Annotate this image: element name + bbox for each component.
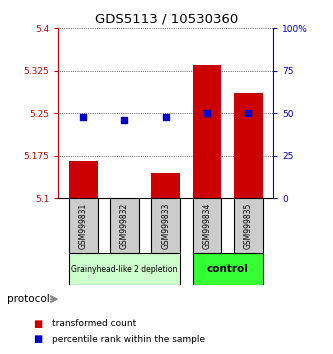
Point [246,110,251,116]
Point [163,114,168,120]
Text: GSM999832: GSM999832 [120,202,129,249]
FancyBboxPatch shape [234,198,263,253]
Point [80,114,86,120]
FancyBboxPatch shape [69,253,180,285]
Text: percentile rank within the sample: percentile rank within the sample [52,335,205,344]
Bar [151,173,180,198]
FancyBboxPatch shape [69,198,98,253]
Text: GSM999831: GSM999831 [79,202,88,249]
Text: transformed count: transformed count [52,319,136,329]
Text: control: control [207,264,248,274]
Text: GDS5113 / 10530360: GDS5113 / 10530360 [95,12,238,25]
FancyBboxPatch shape [192,198,221,253]
FancyBboxPatch shape [151,198,180,253]
Point [122,117,127,123]
FancyBboxPatch shape [192,253,263,285]
Text: GSM999833: GSM999833 [161,202,170,249]
Text: Grainyhead-like 2 depletion: Grainyhead-like 2 depletion [71,264,177,274]
Text: protocol: protocol [7,294,49,304]
Text: ■: ■ [33,334,43,344]
FancyBboxPatch shape [110,198,139,253]
Bar [192,65,221,198]
Text: ■: ■ [33,319,43,329]
Text: GSM999835: GSM999835 [244,202,253,249]
Point [204,110,210,116]
Bar [234,93,263,198]
Text: GSM999834: GSM999834 [202,202,211,249]
Bar [69,161,98,198]
